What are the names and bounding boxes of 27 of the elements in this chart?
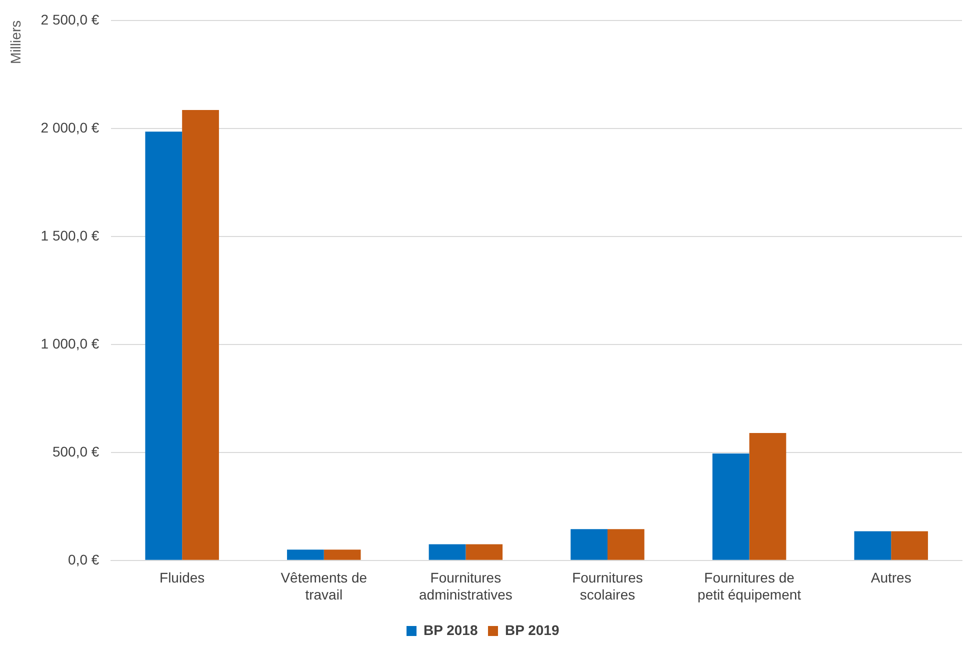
bar [287,550,324,560]
x-tick-label: Fournitures de petit équipement [698,570,802,602]
y-tick-label: 500,0 € [52,443,100,460]
y-tick-label: 1 000,0 € [40,335,100,352]
bar [854,531,892,560]
bar [182,110,219,560]
y-tick-label: 0,0 € [68,551,100,568]
y-tick-label: 2 500,0 € [40,11,100,28]
x-tick-label: Fournitures scolaires [572,570,643,602]
bar [891,531,928,560]
bar [145,132,182,560]
x-tick-label: Fournitures administratives [419,570,512,602]
x-tick-label: Autres [870,570,912,586]
bar [466,544,503,560]
bar [712,453,750,560]
bar [607,529,644,560]
legend-label: BP 2018 [424,622,478,638]
bar [570,529,608,560]
bar [324,550,361,560]
x-tick-label: Fluides [160,570,205,586]
x-tick-label: Vêtements de travail [280,570,368,602]
bar [749,432,786,560]
legend-label: BP 2019 [505,622,560,638]
bar [428,544,466,560]
y-tick-label: 1 500,0 € [40,227,100,244]
y-tick-label: 2 000,0 € [40,119,100,136]
y-axis-title: Milliers [7,20,24,64]
